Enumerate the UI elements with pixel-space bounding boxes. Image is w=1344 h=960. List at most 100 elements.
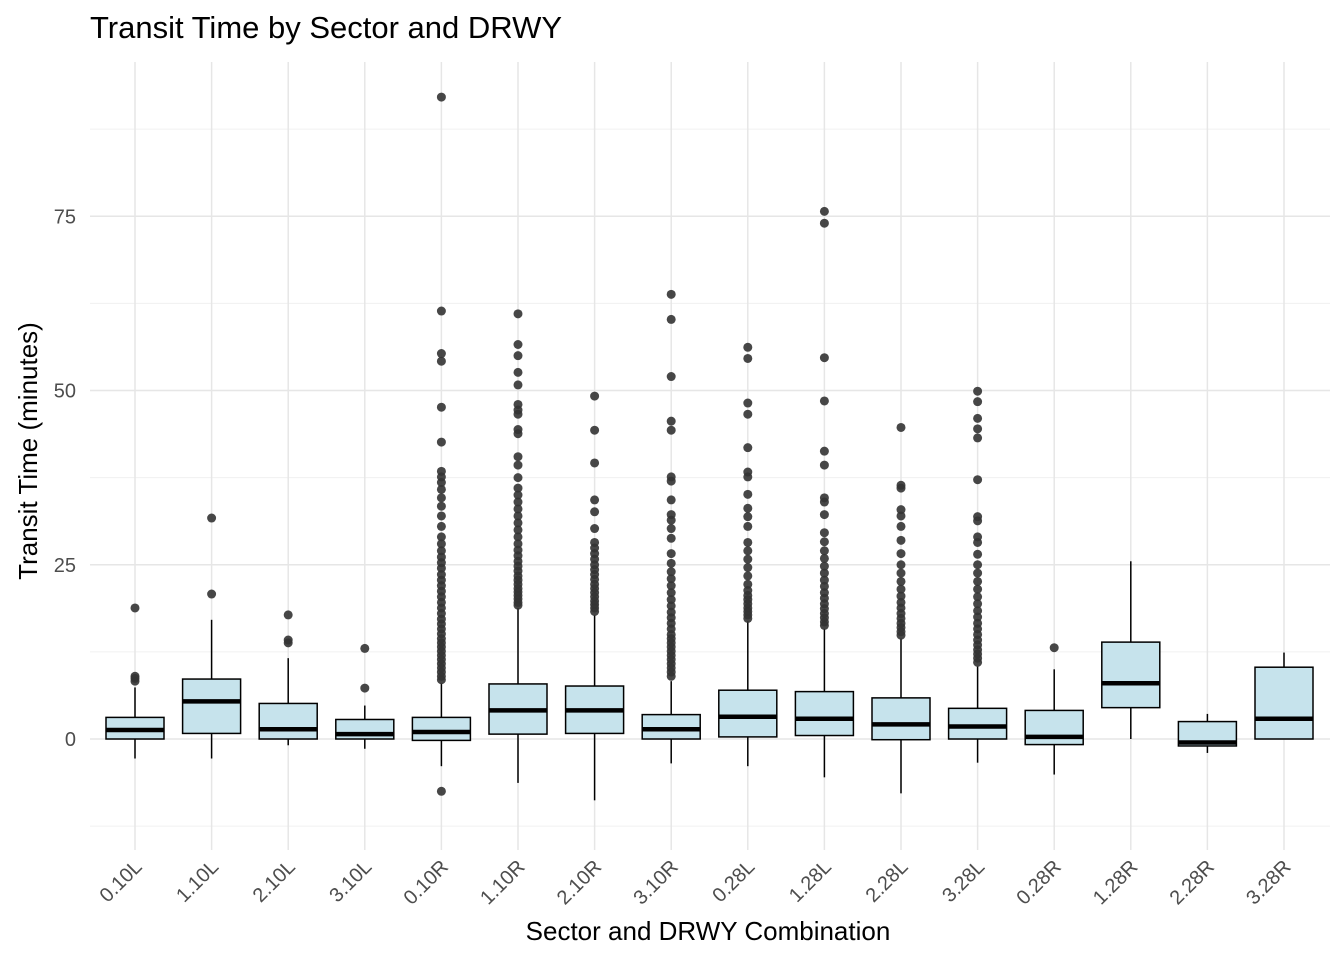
box-iqr <box>1254 666 1314 740</box>
outlier-point <box>436 92 446 102</box>
box-group <box>411 92 472 796</box>
x-tick-label: 0.10L <box>96 856 147 907</box>
outlier-point <box>436 466 446 476</box>
outlier-point <box>513 539 523 549</box>
x-tick-label: 0.10R <box>400 856 453 909</box>
outlier-point <box>436 539 446 549</box>
box-group <box>488 309 548 783</box>
outlier-point <box>590 507 600 517</box>
outlier-point <box>590 391 600 401</box>
outlier-point <box>819 581 829 591</box>
outlier-point <box>819 553 829 563</box>
outlier-point <box>590 524 600 534</box>
outlier-point <box>513 483 523 493</box>
outlier-point <box>896 535 906 545</box>
outlier-point <box>973 475 983 485</box>
outlier-point <box>590 425 600 435</box>
outlier-point <box>819 561 829 571</box>
outlier-point <box>896 584 906 594</box>
box-iqr <box>718 689 778 738</box>
box-group <box>335 643 395 749</box>
outlier-point <box>819 396 829 406</box>
outlier-point <box>819 218 829 228</box>
outlier-point <box>666 524 676 534</box>
x-tick-label: 2.10L <box>249 856 300 907</box>
box-iqr <box>1024 709 1084 746</box>
outlier-point <box>666 416 676 426</box>
outlier-point <box>513 490 523 500</box>
outlier-point <box>819 546 829 556</box>
outlier-point <box>743 579 753 589</box>
box-group <box>641 289 701 764</box>
outlier-point <box>590 537 600 547</box>
outlier-point <box>360 683 370 693</box>
outlier-point <box>973 512 983 522</box>
x-tick-label: 1.10L <box>172 856 223 907</box>
outlier-point <box>666 588 676 598</box>
outlier-point <box>666 314 676 324</box>
outlier-point <box>819 493 829 503</box>
x-tick-label: 1.10R <box>476 856 529 909</box>
box-iqr <box>794 690 855 737</box>
outlier-point <box>436 484 446 494</box>
outlier-point <box>819 460 829 470</box>
box-group <box>1254 652 1314 740</box>
outlier-point <box>743 537 753 547</box>
x-tick-label: 0.28R <box>1012 856 1065 909</box>
outlier-point <box>666 549 676 559</box>
outlier-point <box>207 589 217 599</box>
outlier-point <box>973 612 983 622</box>
outlier-point <box>973 592 983 602</box>
outlier-point <box>666 289 676 299</box>
outlier-point <box>973 532 983 542</box>
box-group <box>1024 643 1084 775</box>
outlier-point <box>973 568 983 578</box>
outlier-point <box>436 532 446 542</box>
outlier-point <box>896 480 906 490</box>
outlier-point <box>896 591 906 601</box>
outlier-point <box>513 504 523 514</box>
outlier-point <box>896 597 906 607</box>
outlier-point <box>436 437 446 447</box>
outlier-point <box>666 533 676 543</box>
outlier-point <box>896 568 906 578</box>
outlier-point <box>896 576 906 586</box>
outlier-point <box>666 601 676 611</box>
box-group <box>794 206 855 778</box>
outlier-point <box>513 525 523 535</box>
outlier-point <box>896 521 906 531</box>
x-tick-label: 0.28L <box>708 856 759 907</box>
outlier-point <box>436 570 446 580</box>
box-group <box>871 422 931 794</box>
outlier-point <box>743 563 753 573</box>
outlier-point <box>436 786 446 796</box>
outlier-point <box>819 528 829 538</box>
outlier-point <box>973 386 983 396</box>
outlier-point <box>666 558 676 568</box>
box-group <box>564 391 625 801</box>
outlier-point <box>973 584 983 594</box>
outlier-point <box>436 356 446 366</box>
outlier-point <box>743 467 753 477</box>
outlier-point <box>130 671 140 681</box>
outlier-point <box>743 554 753 564</box>
x-tick-label: 2.28L <box>862 856 913 907</box>
outlier-point <box>513 460 523 470</box>
outlier-point <box>513 380 523 390</box>
outlier-point <box>973 576 983 586</box>
x-tick-label: 1.28R <box>1089 856 1142 909</box>
y-tick-label: 75 <box>54 206 76 228</box>
outlier-point <box>666 574 676 584</box>
x-tick-label: 3.28L <box>938 856 989 907</box>
outlier-point <box>666 472 676 482</box>
outlier-point <box>743 586 753 596</box>
x-axis-title: Sector and DRWY Combination <box>526 916 891 946</box>
outlier-point <box>896 505 906 515</box>
x-tick-label: 2.10R <box>553 856 606 909</box>
box-group <box>1177 713 1238 753</box>
outlier-point <box>973 549 983 559</box>
outlier-point <box>743 489 753 499</box>
outlier-point <box>513 425 523 435</box>
outlier-point <box>513 367 523 377</box>
outlier-point <box>896 549 906 559</box>
